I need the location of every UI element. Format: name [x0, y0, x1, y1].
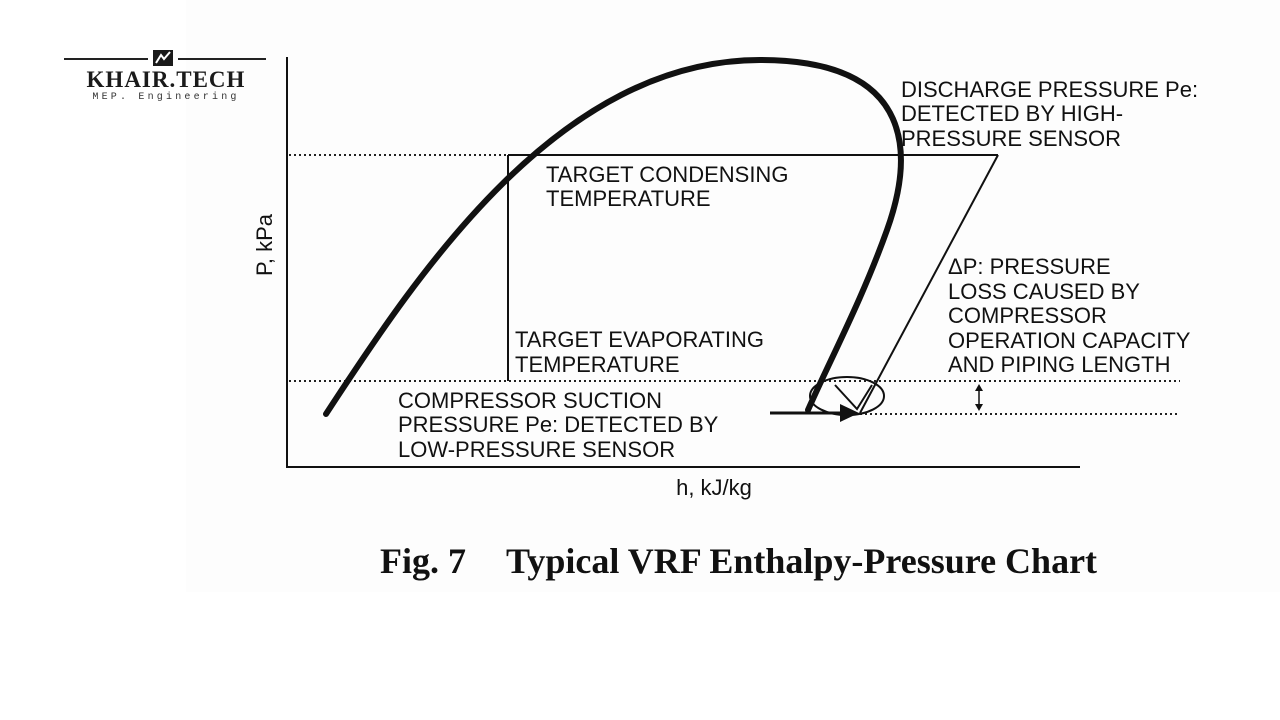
- y-axis-label: P, kPa: [252, 213, 277, 276]
- target-evaporating-label-line-2: TEMPERATURE: [515, 352, 680, 377]
- figure-caption: Fig. 7 Typical VRF Enthalpy-Pressure Char…: [380, 540, 1097, 582]
- suction-label-line-2: PRESSURE Pe: DETECTED BY: [398, 412, 719, 437]
- figure-title: Typical VRF Enthalpy-Pressure Chart: [506, 541, 1098, 581]
- pressure-loss-label-line-5: AND PIPING LENGTH: [948, 352, 1170, 377]
- delta-p-arrow-down: [975, 404, 983, 411]
- suction-label-line-3: LOW-PRESSURE SENSOR: [398, 437, 675, 462]
- suction-pointer-arrowhead: [840, 404, 859, 422]
- pressure-loss-label-line-3: COMPRESSOR: [948, 303, 1107, 328]
- khairtech-logo: KHAIR.TECH MEP. Engineering: [62, 48, 268, 110]
- pressure-loss-label-line-4: OPERATION CAPACITY: [948, 328, 1191, 353]
- target-condensing-label-line-2: TEMPERATURE: [546, 186, 711, 211]
- page-panel: [186, 0, 1280, 592]
- logo-name: KHAIR.TECH: [86, 67, 246, 92]
- logo-mark-icon: [153, 50, 173, 66]
- discharge-label-line-2: DETECTED BY HIGH-: [901, 101, 1123, 126]
- saturation-dome-curve: [323, 56, 904, 417]
- target-condensing-label-line-1: TARGET CONDENSING: [546, 162, 788, 187]
- x-axis-label: h, kJ/kg: [676, 475, 752, 500]
- logo-tagline: MEP. Engineering: [92, 92, 240, 103]
- target-evaporating-label-line-1: TARGET EVAPORATING: [515, 327, 764, 352]
- suction-detail-notch: [834, 384, 873, 411]
- discharge-label-line-1: DISCHARGE PRESSURE Pe:: [901, 77, 1198, 102]
- discharge-label-line-3: PRESSURE SENSOR: [901, 126, 1121, 151]
- compression-line: [859, 154, 999, 414]
- delta-p-arrow-up: [975, 384, 983, 391]
- logo-rule-right: [178, 58, 266, 60]
- logo-rule-left: [64, 58, 148, 60]
- suction-label-line-1: COMPRESSOR SUCTION: [398, 388, 662, 413]
- pressure-loss-label-line-2: LOSS CAUSED BY: [948, 279, 1140, 304]
- figure-number: Fig. 7: [380, 541, 466, 581]
- pressure-loss-label-line-1: ΔP: PRESSURE: [948, 254, 1111, 279]
